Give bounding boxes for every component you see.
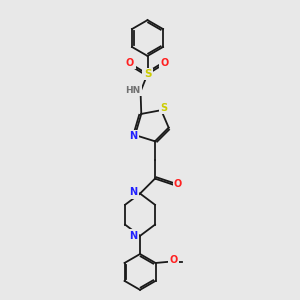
Text: S: S <box>144 69 151 79</box>
Text: HN: HN <box>125 86 140 95</box>
Text: N: N <box>129 131 137 141</box>
Text: O: O <box>126 58 134 68</box>
Text: O: O <box>174 178 182 189</box>
Text: N: N <box>129 231 137 241</box>
Text: N: N <box>129 187 137 197</box>
Text: O: O <box>169 256 178 266</box>
Text: S: S <box>160 103 167 113</box>
Text: O: O <box>161 58 169 68</box>
